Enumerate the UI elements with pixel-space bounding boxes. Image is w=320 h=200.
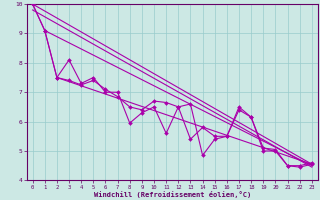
X-axis label: Windchill (Refroidissement éolien,°C): Windchill (Refroidissement éolien,°C) xyxy=(94,191,251,198)
